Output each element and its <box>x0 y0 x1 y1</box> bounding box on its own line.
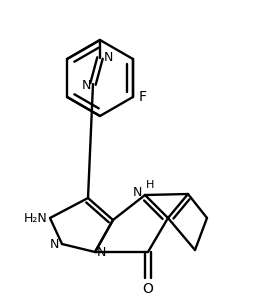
Text: N: N <box>82 79 91 91</box>
Text: N: N <box>50 239 59 251</box>
Text: N: N <box>104 50 113 64</box>
Text: H: H <box>146 180 154 190</box>
Text: N: N <box>97 247 106 259</box>
Text: F: F <box>139 90 147 104</box>
Text: N: N <box>133 186 142 200</box>
Text: O: O <box>143 282 153 296</box>
Text: H₂N: H₂N <box>23 212 47 224</box>
